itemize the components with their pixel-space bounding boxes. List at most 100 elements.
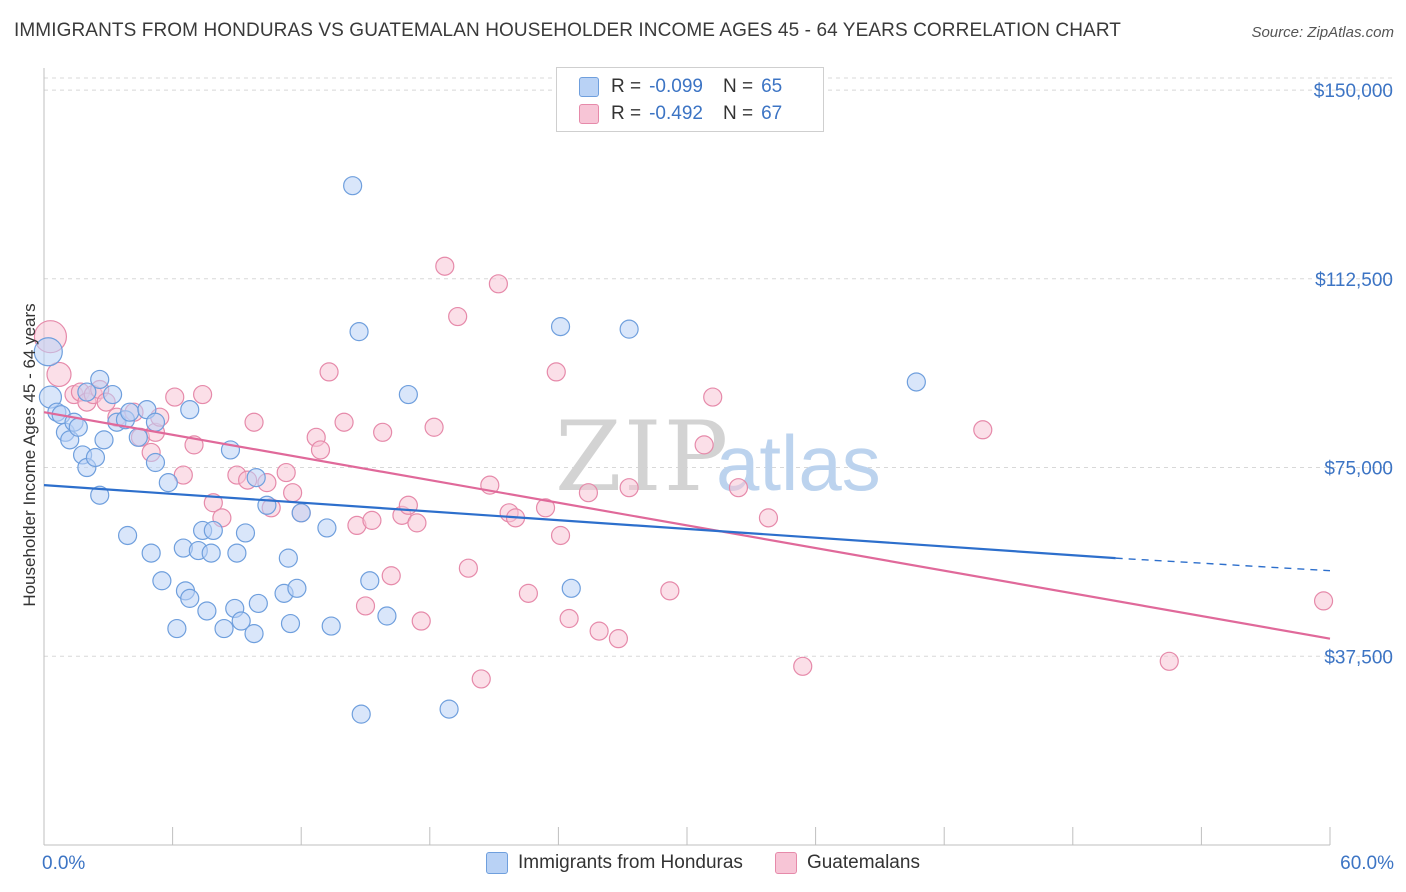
trend-lines	[43, 411, 1331, 640]
honduras-point	[291, 503, 311, 523]
honduras-point	[102, 384, 123, 405]
honduras-point	[550, 317, 571, 337]
y-axis-label: Householder Income Ages 45 - 64 years	[20, 303, 39, 606]
legend-item-guatemalans: Guatemalans	[774, 852, 920, 874]
guatemalans-point	[173, 465, 193, 485]
guatemalans-point	[471, 669, 491, 689]
guatemalans-point	[203, 493, 223, 513]
guatemalans-point	[46, 361, 72, 388]
honduras-point	[351, 704, 371, 724]
honduras-point	[248, 593, 268, 614]
honduras-point	[231, 611, 251, 631]
legend-row-guatemalans: R = -0.492 N = 67	[579, 101, 782, 127]
honduras-point	[167, 618, 187, 639]
honduras-point	[152, 571, 172, 591]
guatemalans-point	[758, 508, 779, 528]
honduras-point	[33, 337, 63, 367]
guatemalans-point	[578, 483, 599, 503]
guatemalans-point	[411, 611, 431, 631]
legend-swatch-pink	[774, 852, 797, 874]
honduras-point	[317, 518, 337, 538]
honduras-point	[227, 543, 247, 563]
legend-r-value: -0.099	[649, 76, 703, 97]
honduras-point	[197, 601, 217, 621]
y-tick-label: $37,500	[1324, 647, 1393, 668]
guatemalans-point	[276, 462, 296, 483]
honduras-point	[906, 372, 926, 392]
axes	[43, 68, 1331, 846]
guatemalans-point	[550, 525, 571, 546]
honduras-point	[117, 525, 138, 546]
honduras-point	[349, 322, 369, 342]
chart-title: IMMIGRANTS FROM HONDURAS VS GUATEMALAN H…	[14, 20, 1122, 41]
guatemalans-point	[193, 384, 213, 405]
honduras-point	[120, 402, 140, 422]
honduras-point	[561, 578, 581, 598]
honduras-point	[180, 400, 200, 420]
honduras-point	[85, 447, 106, 468]
y-tick-label: $150,000	[1314, 81, 1393, 102]
guatemalans-point	[424, 417, 444, 437]
honduras-point	[280, 613, 301, 634]
guatemalans-point	[407, 513, 427, 533]
honduras-trend-line	[43, 484, 1116, 560]
legend-swatch-pink	[579, 104, 599, 124]
guatemalans-point	[319, 362, 339, 382]
guatemalans-point	[355, 596, 376, 616]
y-tick-label: $75,000	[1324, 459, 1393, 480]
guatemalans-point	[334, 412, 354, 432]
honduras-point	[246, 467, 266, 488]
guatemalans-point	[793, 656, 813, 676]
guatemalans-point	[1313, 591, 1334, 611]
honduras-point	[201, 543, 221, 563]
y-tick-label: $112,500	[1315, 270, 1393, 291]
guatemalans-point	[362, 510, 382, 530]
honduras-point	[278, 548, 298, 568]
honduras-trend-extension	[1115, 557, 1331, 572]
tick-labels: $37,500 $75,000 $112,500 $150,000 0.0% 60.0%	[42, 81, 1394, 874]
guatemalans-point	[373, 422, 393, 442]
guatemalans-point	[458, 558, 478, 578]
legend-r-value: -0.492	[649, 103, 703, 124]
guatemalans-point	[535, 498, 556, 518]
honduras-point	[141, 543, 161, 563]
guatemalans-point	[381, 566, 401, 586]
honduras-point	[90, 369, 110, 390]
guatemalans-point	[973, 420, 993, 440]
honduras-point	[287, 578, 307, 598]
guatemalans-point	[435, 256, 455, 276]
honduras-point	[235, 523, 256, 543]
guatemalans-point	[728, 478, 749, 498]
legend-n-label: N =	[722, 76, 754, 97]
honduras-point	[244, 624, 264, 644]
legend-label-guatemalans: Guatemalans	[806, 852, 920, 873]
stats-legend: R = -0.099 N = 65 R = -0.492 N = 67	[556, 67, 824, 132]
honduras-point	[90, 485, 110, 505]
legend-swatch-blue	[486, 852, 509, 874]
honduras-point	[343, 176, 363, 196]
honduras-point	[619, 319, 639, 339]
honduras-point	[203, 520, 223, 541]
honduras-point	[68, 417, 88, 437]
honduras-point	[94, 430, 114, 450]
legend-n-value: 65	[761, 76, 783, 97]
honduras-point	[321, 616, 341, 636]
honduras-point	[439, 699, 459, 719]
honduras-point	[145, 452, 166, 473]
legend-swatch-blue	[579, 77, 599, 97]
legend-r-label: R =	[611, 103, 642, 124]
legend-r-label: R =	[611, 76, 642, 97]
guatemalans-point	[244, 412, 264, 432]
legend-n-label: N =	[722, 103, 754, 124]
honduras-point	[398, 384, 418, 405]
legend-row-honduras: R = -0.099 N = 65	[579, 74, 782, 100]
honduras-point	[214, 618, 234, 639]
guatemalans-point	[559, 608, 579, 629]
guatemalans-point	[398, 495, 418, 515]
watermark: ZIP atlas	[555, 401, 881, 513]
guatemalans-point	[488, 274, 508, 294]
series-legend: Immigrants from Honduras Guatemalans	[0, 852, 1406, 874]
honduras-point	[377, 606, 397, 626]
source-label: Source: ZipAtlas.com	[1251, 24, 1394, 41]
